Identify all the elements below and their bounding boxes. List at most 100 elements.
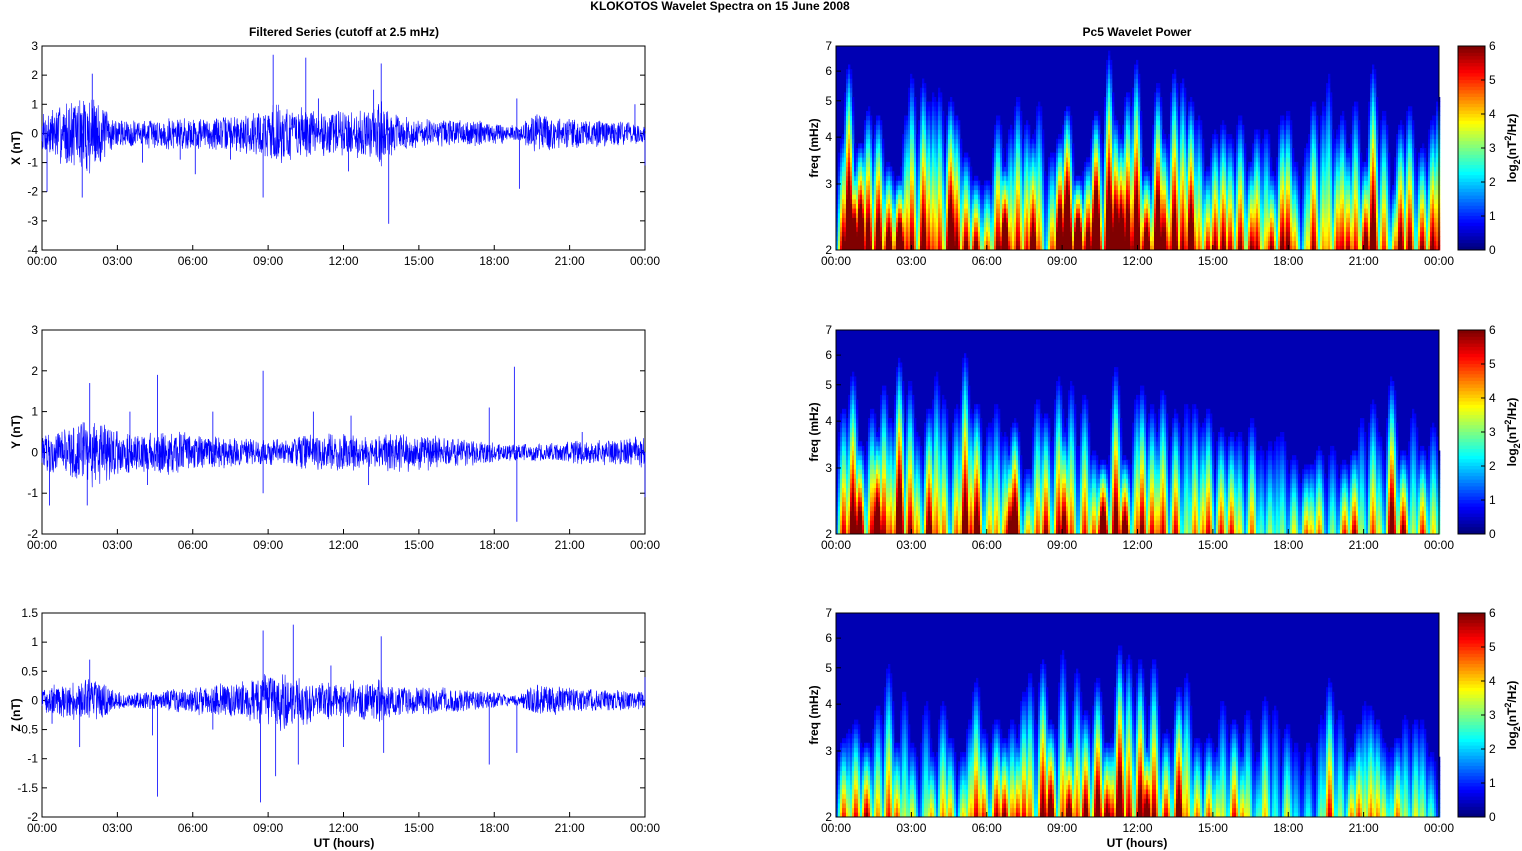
heatmap-cell — [918, 129, 921, 135]
heatmap-cell — [1006, 189, 1009, 195]
heatmap-cell — [964, 203, 967, 209]
heatmap-cell — [1092, 134, 1095, 140]
x-tick-label: 12:00 — [328, 538, 358, 552]
heatmap-cell — [1018, 157, 1021, 163]
heatmap-cell — [1020, 157, 1023, 163]
heatmap-cell — [1006, 194, 1009, 200]
heatmap-cell — [958, 175, 961, 181]
heatmap-cell — [1110, 143, 1113, 149]
heatmap-cell — [924, 199, 927, 204]
heatmap-cell — [1004, 180, 1007, 186]
heatmap-cell — [942, 110, 945, 116]
heatmap-cell — [1020, 129, 1023, 135]
heatmap-cell — [842, 166, 845, 172]
heatmap-cell — [890, 185, 893, 191]
heatmap-cell — [932, 175, 935, 181]
heatmap-cell — [932, 115, 935, 121]
heatmap-cell — [904, 226, 907, 232]
heatmap-cell — [938, 152, 941, 158]
heatmap-cell — [1152, 189, 1155, 195]
heatmap-cell — [1000, 166, 1003, 172]
left-column-title: Filtered Series (cutoff at 2.5 mHz) — [249, 25, 439, 39]
heatmap-cell — [1062, 138, 1065, 144]
heatmap-cell — [972, 231, 975, 237]
heatmap-cell — [1150, 171, 1153, 177]
heatmap-cell — [1064, 166, 1067, 172]
heatmap-cell — [1048, 203, 1051, 209]
heatmap-cell — [986, 212, 989, 218]
heatmap-cell — [1070, 245, 1073, 251]
heatmap-cell — [1156, 185, 1159, 191]
heatmap-cell — [1166, 166, 1169, 172]
heatmap-cell — [1094, 212, 1097, 218]
heatmap-cell — [986, 231, 989, 237]
heatmap-cell — [1038, 134, 1041, 140]
heatmap-cell — [1190, 138, 1193, 144]
heatmap-cell — [1018, 97, 1021, 102]
heatmap-cell — [900, 231, 903, 237]
heatmap-cell — [1016, 101, 1019, 107]
heatmap-cell — [948, 203, 951, 209]
heatmap-cell — [1134, 203, 1137, 209]
heatmap-cell — [904, 134, 907, 140]
heatmap-cell — [856, 222, 859, 228]
heatmap-cell — [984, 231, 987, 237]
heatmap-cell — [1124, 189, 1127, 195]
heatmap-cell — [1152, 171, 1155, 177]
heatmap-cell — [1140, 222, 1143, 228]
heatmap-cell — [1136, 236, 1139, 242]
heatmap-cell — [924, 226, 927, 232]
heatmap-cell — [868, 212, 871, 218]
heatmap-cell — [1040, 143, 1043, 149]
heatmap-cell — [998, 166, 1001, 172]
heatmap-cell — [958, 222, 961, 228]
heatmap-cell — [1128, 226, 1131, 232]
heatmap-cell — [1162, 171, 1165, 177]
heatmap-cell — [1008, 245, 1011, 251]
heatmap-cell — [1136, 106, 1139, 112]
heatmap-cell — [1112, 120, 1115, 126]
heatmap-cell — [866, 157, 869, 163]
heatmap-cell — [1138, 120, 1141, 126]
heatmap-cell — [908, 199, 911, 204]
heatmap-cell — [904, 240, 907, 246]
heatmap-cell — [846, 185, 849, 191]
heatmap-cell — [920, 231, 923, 237]
heatmap-cell — [970, 199, 973, 204]
heatmap-cell — [950, 152, 953, 158]
heatmap-cell — [1022, 217, 1025, 223]
heatmap-cell — [1060, 189, 1063, 195]
heatmap-cell — [904, 157, 907, 163]
heatmap-cell — [1156, 101, 1159, 107]
heatmap-cell — [1072, 175, 1075, 181]
heatmap-cell — [1180, 245, 1183, 251]
heatmap-cell — [1016, 166, 1019, 172]
heatmap-cell — [1136, 222, 1139, 228]
heatmap-cell — [1172, 73, 1175, 79]
heatmap-cell — [1040, 245, 1043, 251]
heatmap-cell — [878, 171, 881, 177]
heatmap-cell — [1038, 101, 1041, 107]
heatmap-cell — [894, 208, 897, 214]
heatmap-cell — [1182, 110, 1185, 116]
heatmap-cell — [1110, 110, 1113, 116]
heatmap-cell — [868, 203, 871, 209]
heatmap-cell — [956, 194, 959, 200]
heatmap-cell — [842, 199, 845, 204]
heatmap-cell — [1040, 180, 1043, 186]
heatmap-cell — [962, 161, 965, 167]
heatmap-cell — [1188, 166, 1191, 172]
heatmap-cell — [878, 180, 881, 186]
heatmap-cell — [1158, 194, 1161, 200]
heatmap-cell — [1182, 240, 1185, 246]
heatmap-cell — [1056, 217, 1059, 223]
heatmap-cell — [1062, 240, 1065, 246]
heatmap-cell — [964, 199, 967, 204]
heatmap-cell — [1014, 236, 1017, 242]
heatmap-cell — [864, 180, 867, 186]
heatmap-cell — [936, 166, 939, 172]
heatmap-cell — [1024, 157, 1027, 163]
heatmap-cell — [1152, 166, 1155, 172]
heatmap-cell — [842, 134, 845, 140]
heatmap-cell — [928, 203, 931, 209]
